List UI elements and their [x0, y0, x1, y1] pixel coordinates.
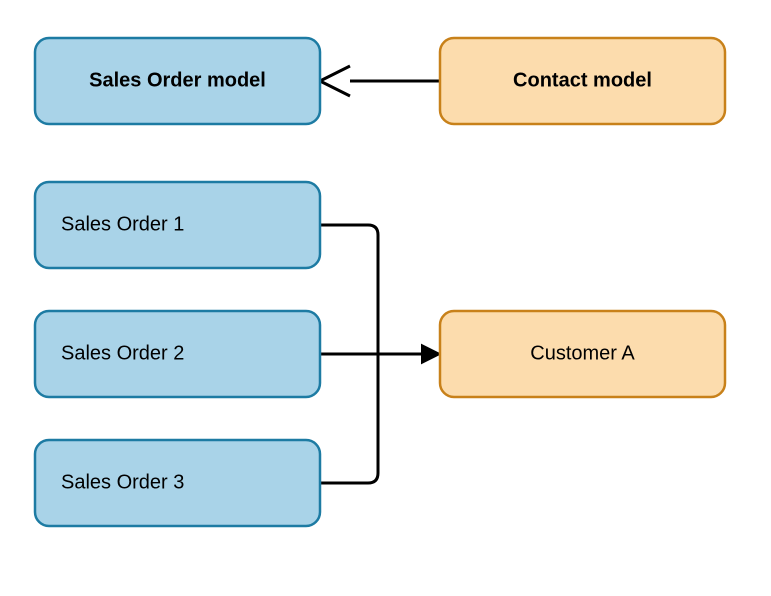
node-label: Contact model [513, 69, 652, 91]
node-sales_order_model: Sales Order model [35, 38, 320, 124]
node-so3: Sales Order 3 [35, 440, 320, 526]
node-label: Sales Order model [89, 69, 266, 91]
node-label: Sales Order 2 [61, 342, 184, 364]
node-so2: Sales Order 2 [35, 311, 320, 397]
node-contact_model: Contact model [440, 38, 725, 124]
node-so1: Sales Order 1 [35, 182, 320, 268]
node-label: Customer A [530, 342, 635, 364]
edge-model-link [320, 66, 440, 96]
edge-merge [320, 225, 440, 483]
node-label: Sales Order 3 [61, 471, 184, 493]
diagram-canvas: Sales Order model Contact model Sales Orde… [0, 0, 771, 596]
node-customer_a: Customer A [440, 311, 725, 397]
node-label: Sales Order 1 [61, 213, 184, 235]
